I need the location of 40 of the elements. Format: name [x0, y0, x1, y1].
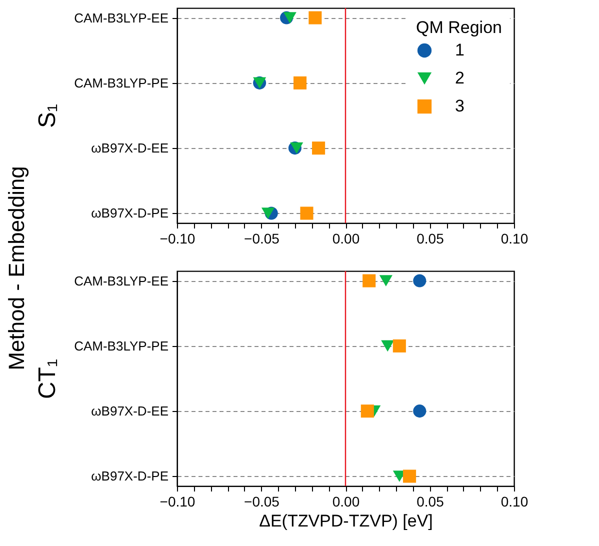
- point: [312, 142, 326, 155]
- x-tick-label: 0.05: [416, 494, 444, 510]
- legend-label: 3: [455, 96, 464, 116]
- y-tick-label: ωB97X-D-PE: [91, 206, 169, 221]
- y-tick-label: CAM-B3LYP-EE: [74, 273, 169, 288]
- y-axis-title: CT₁: [34, 358, 62, 400]
- x-tick-label: −0.05: [244, 230, 280, 246]
- y-tick-label: CAM-B3LYP-EE: [74, 10, 169, 26]
- point: [413, 404, 426, 418]
- legend-label: 1: [455, 40, 464, 60]
- legend-label: 2: [455, 68, 464, 88]
- x-tick-label: −0.05: [244, 494, 280, 510]
- point: [293, 76, 307, 90]
- y-tick-label: CAM-B3LYP-PE: [74, 75, 169, 90]
- x-tick-label: 0.00: [332, 230, 360, 246]
- x-tick-label: 0.10: [500, 494, 528, 510]
- x-tick-label: −0.10: [160, 230, 196, 246]
- point: [362, 274, 376, 288]
- point: [360, 404, 374, 418]
- y-tick-label: ωB97X-D-EE: [91, 404, 169, 419]
- x-tick-label: 0.05: [416, 230, 444, 246]
- x-tick-label: −0.10: [160, 494, 196, 510]
- y-axis-title: S₁: [34, 104, 62, 128]
- point: [300, 206, 314, 220]
- point: [379, 275, 392, 286]
- y-tick-label: CAM-B3LYP-PE: [74, 338, 169, 354]
- point: [283, 12, 296, 24]
- point: [261, 208, 275, 219]
- text: Method - Embedding: [4, 166, 30, 370]
- point: [308, 11, 322, 24]
- y-tick-label: ωB97X-D-PE: [91, 468, 169, 484]
- x-tick-label: 0.00: [332, 494, 360, 510]
- x-axis-title: ΔE(TZVPD-TZVP) [eV]: [259, 512, 433, 530]
- point: [413, 274, 426, 288]
- point: [403, 470, 416, 483]
- y-tick-label: ωB97X-D-EE: [91, 140, 169, 156]
- legend-title: QM Region: [416, 18, 502, 37]
- point: [381, 340, 394, 352]
- x-tick-label: 0.10: [500, 230, 528, 246]
- point: [392, 339, 406, 352]
